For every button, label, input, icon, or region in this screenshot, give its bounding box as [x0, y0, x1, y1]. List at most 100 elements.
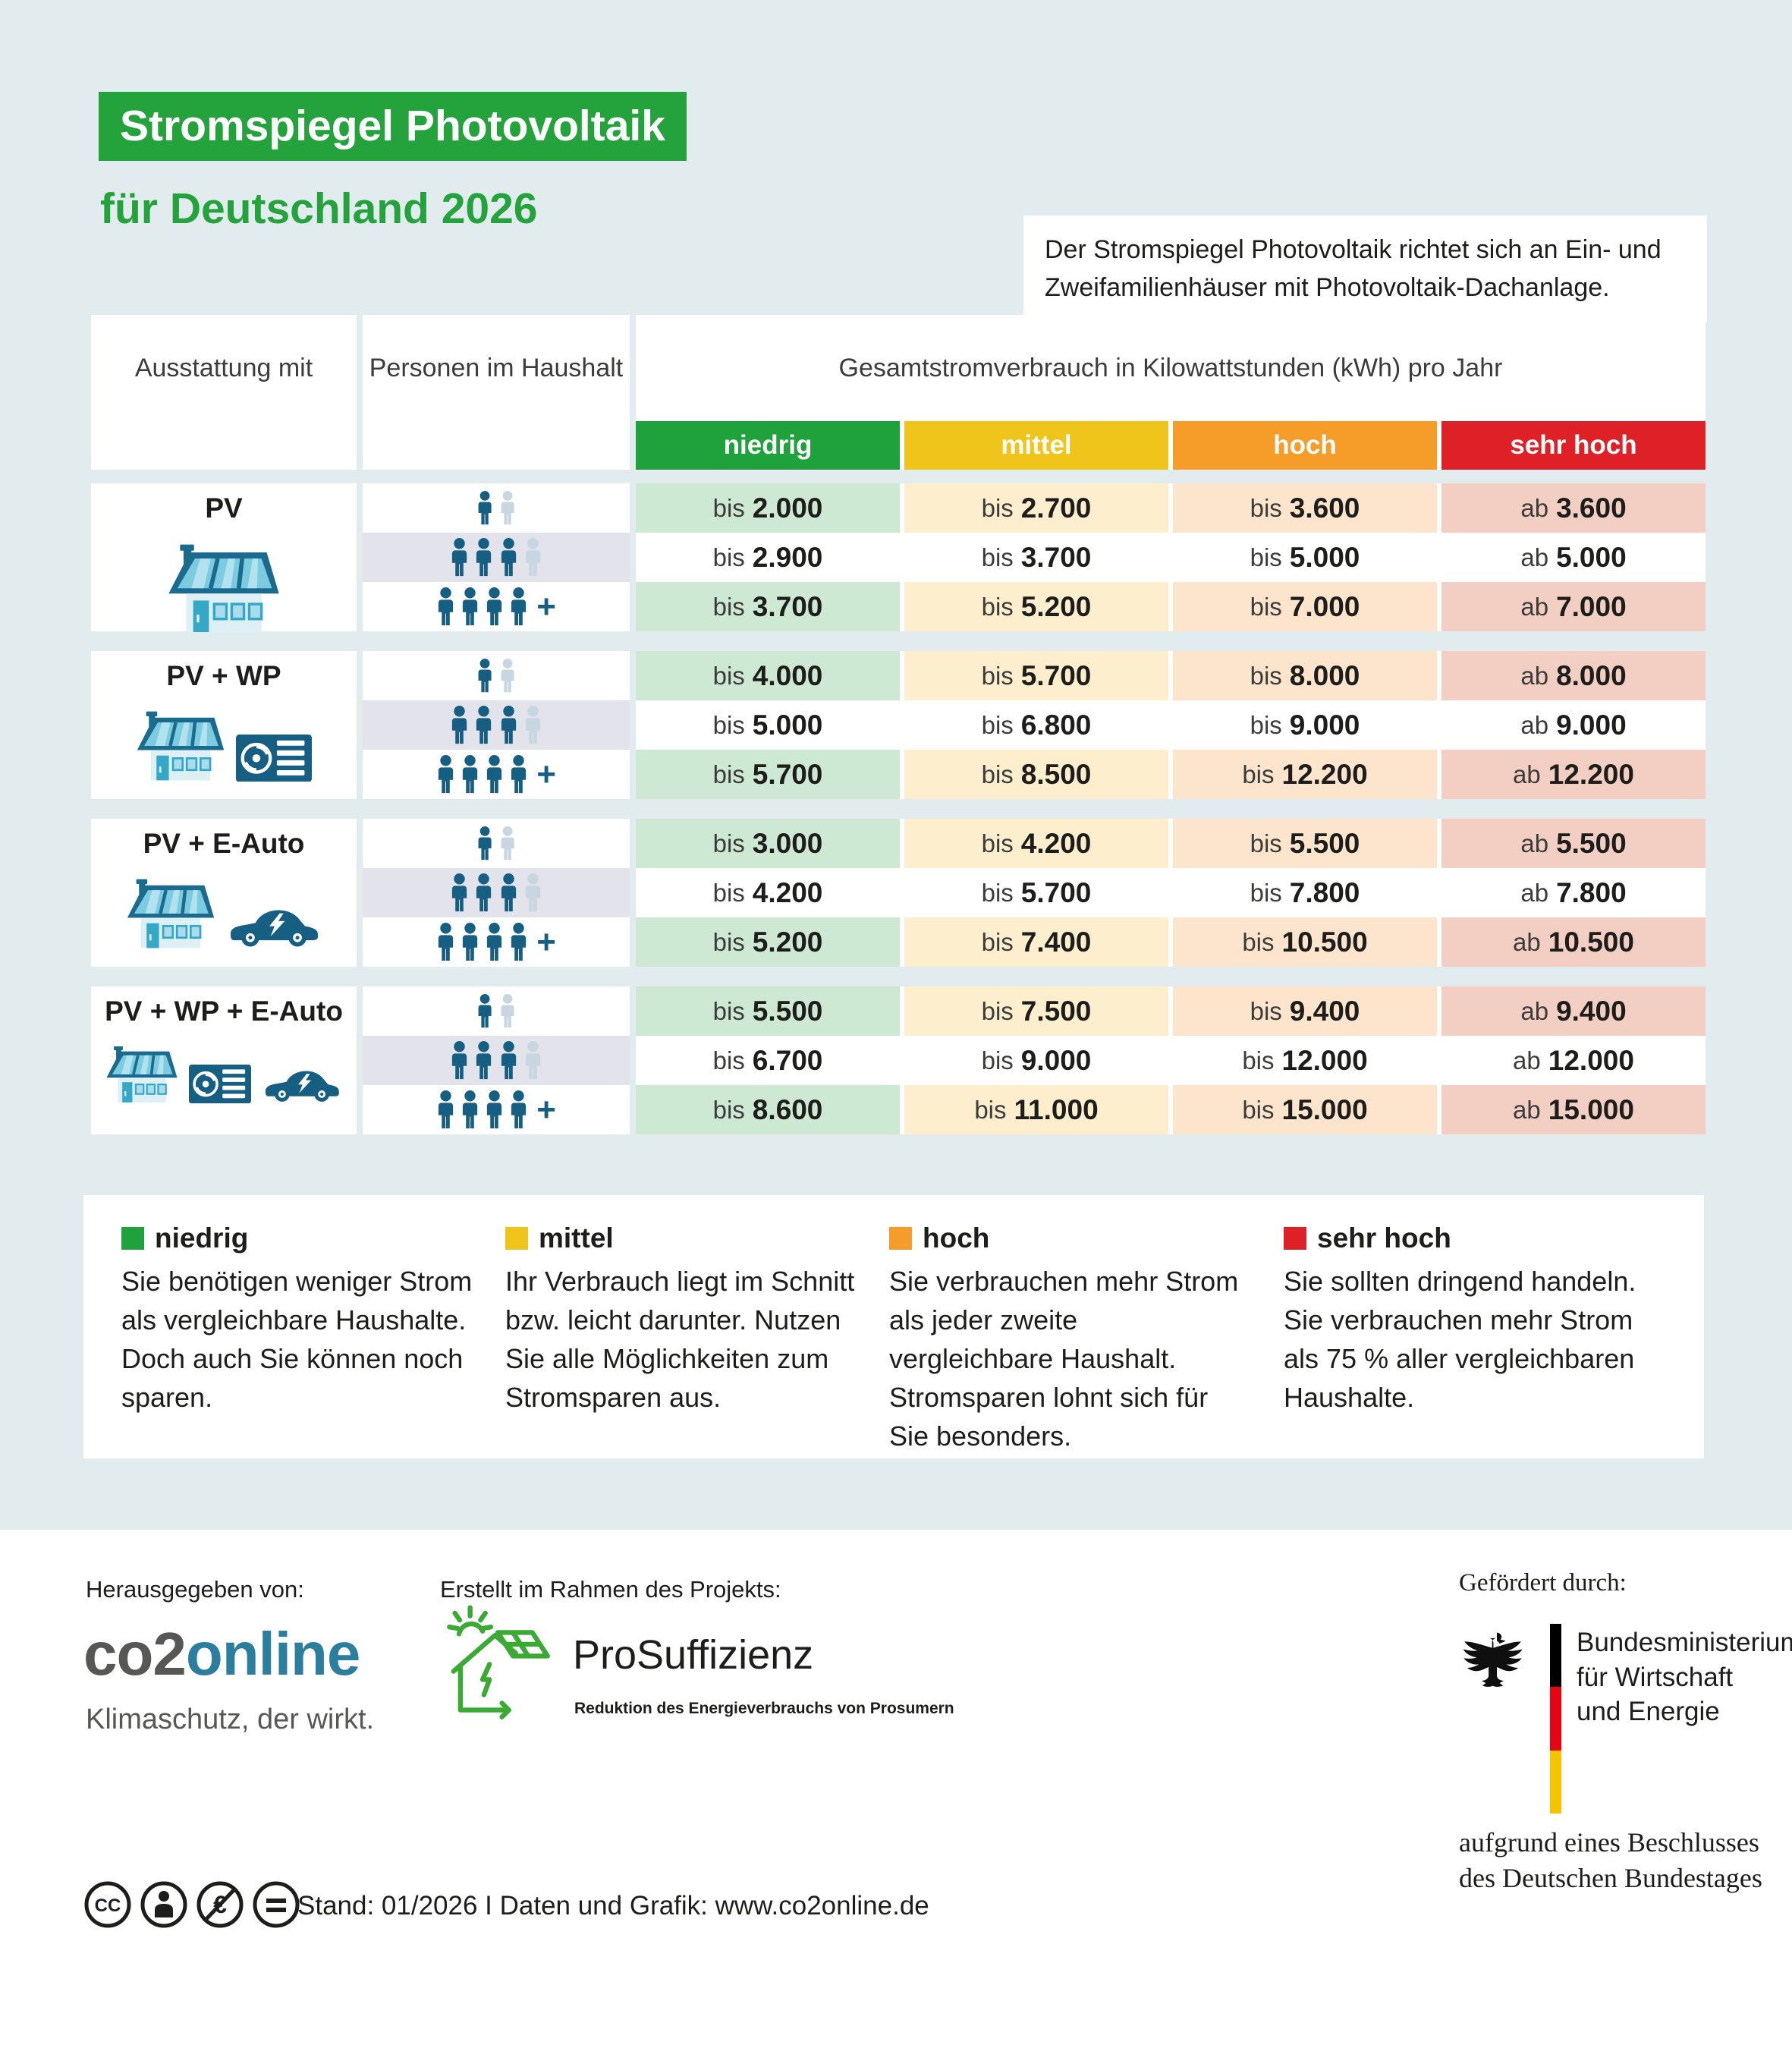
value-cell-niedrig: bis 2.900 — [636, 533, 900, 582]
person-icon — [525, 537, 540, 576]
person-icon — [478, 658, 492, 692]
value-number: 6.800 — [1020, 709, 1092, 741]
value-cell-sehr-hoch: ab 10.500 — [1441, 917, 1706, 967]
value-number: 9.000 — [1020, 1044, 1092, 1076]
value-number: 2.700 — [1020, 492, 1092, 524]
person-icon — [462, 922, 478, 961]
value-prefix: ab — [1513, 1095, 1541, 1124]
value-prefix: bis — [712, 760, 745, 788]
value-prefix: bis — [1242, 927, 1275, 956]
ministry-note-line-2: des Deutschen Bundestages — [1459, 1862, 1762, 1893]
value-number: 5.000 — [1556, 541, 1627, 573]
persons-cell — [363, 483, 630, 533]
value-cell-hoch: bis 3.600 — [1173, 483, 1437, 533]
person-icon — [501, 490, 514, 524]
value-number: 3.000 — [752, 827, 823, 859]
value-prefix: bis — [981, 878, 1014, 907]
value-prefix: ab — [1520, 878, 1549, 907]
value-prefix: bis — [1250, 829, 1282, 857]
person-icon — [511, 587, 527, 625]
value-prefix: bis — [712, 878, 745, 907]
legend-text: Sie benötigen weniger Strom als vergleic… — [121, 1266, 473, 1414]
value-prefix: bis — [712, 592, 745, 621]
value-number: 9.000 — [1556, 709, 1627, 741]
value-prefix: bis — [712, 996, 745, 1025]
person-icon — [476, 537, 492, 576]
value-number: 5.500 — [752, 995, 823, 1027]
value-prefix: bis — [1242, 1046, 1275, 1074]
value-cell-niedrig: bis 8.600 — [636, 1085, 900, 1134]
value-prefix: ab — [1520, 996, 1549, 1025]
value-cell-sehr-hoch: ab 15.000 — [1441, 1085, 1706, 1134]
persons-cell — [363, 651, 630, 700]
person-icon — [501, 826, 514, 860]
value-prefix: bis — [712, 543, 745, 571]
persons-cell — [363, 986, 630, 1036]
value-prefix: bis — [1250, 996, 1282, 1025]
legend-panel: niedrig Sie benötigen weniger Strom als v… — [83, 1195, 1704, 1458]
co2online-tagline: Klimaschutz, der wirkt. — [86, 1704, 375, 1735]
value-prefix: bis — [712, 1046, 745, 1074]
equipment-label: PV — [205, 492, 243, 524]
legend-text: Ihr Verbrauch liegt im Schnitt bzw. leic… — [505, 1266, 855, 1414]
value-number: 2.900 — [752, 541, 823, 573]
value-prefix: bis — [981, 927, 1014, 956]
value-prefix: bis — [981, 493, 1014, 522]
svg-text:CC: CC — [95, 1895, 121, 1916]
value-prefix: bis — [981, 543, 1014, 571]
value-prefix: bis — [981, 829, 1014, 857]
ministry-note-line-1: aufgrund eines Beschlusses — [1459, 1827, 1759, 1858]
value-cell-mittel: bis 5.200 — [904, 582, 1168, 631]
value-prefix: bis — [981, 661, 1014, 690]
person-icon — [478, 993, 492, 1027]
value-number: 5.500 — [1289, 827, 1360, 859]
person-icon — [501, 873, 516, 911]
person-icon — [452, 1040, 467, 1079]
value-prefix: bis — [1250, 493, 1282, 522]
value-number: 8.500 — [1020, 758, 1092, 790]
value-prefix: ab — [1520, 661, 1549, 690]
person-icon — [438, 587, 454, 625]
level-header-sehr-hoch: sehr hoch — [1441, 421, 1706, 470]
equipment-label: PV + WP + E-Auto — [105, 996, 343, 1027]
project-label: Erstellt im Rahmen des Projekts: — [440, 1576, 781, 1603]
value-prefix: bis — [974, 1095, 1007, 1124]
value-number: 5.700 — [1020, 876, 1092, 908]
value-cell-hoch: bis 12.200 — [1173, 750, 1437, 799]
person-icon — [476, 705, 492, 744]
legend-item-hoch: hoch Sie verbrauchen mehr Strom als jeder… — [889, 1222, 1246, 1456]
german-flag-bar-icon — [1550, 1624, 1561, 1814]
value-cell-niedrig: bis 5.000 — [636, 700, 900, 750]
value-cell-mittel: bis 3.700 — [904, 533, 1168, 582]
value-cell-hoch: bis 9.400 — [1173, 986, 1437, 1036]
value-number: 3.700 — [752, 590, 823, 622]
prosuffizienz-subtitle: Reduktion des Energieverbrauchs von Pros… — [574, 1700, 954, 1717]
legend-label: sehr hoch — [1317, 1222, 1451, 1254]
value-prefix: bis — [1250, 878, 1282, 907]
persons-cell: + — [363, 917, 630, 967]
value-cell-mittel: bis 5.700 — [904, 868, 1168, 917]
value-number: 10.500 — [1281, 926, 1368, 958]
value-number: 8.000 — [1289, 659, 1360, 691]
value-number: 11.000 — [1014, 1093, 1099, 1125]
value-number: 3.600 — [1556, 492, 1627, 524]
value-cell-mittel: bis 11.000 — [904, 1085, 1168, 1134]
ministry-logo: Bundesministerium für Wirtschaft und Ene… — [1459, 1624, 1792, 1814]
equipment-cell: PV — [91, 483, 357, 632]
persons-cell: + — [363, 1085, 630, 1134]
person-icon — [525, 873, 540, 911]
value-prefix: bis — [981, 592, 1014, 621]
ministry-name: Bundesministerium für Wirtschaft und Ene… — [1577, 1624, 1792, 1814]
plus-sign: + — [536, 755, 556, 793]
equipment-label: PV + WP — [166, 660, 281, 691]
plus-sign: + — [536, 923, 556, 961]
e-car-icon — [230, 910, 318, 947]
person-icon — [501, 705, 516, 744]
persons-cell — [363, 533, 630, 582]
value-cell-sehr-hoch: ab 12.200 — [1441, 750, 1706, 799]
value-number: 3.700 — [1020, 541, 1092, 573]
value-cell-niedrig: bis 4.000 — [636, 651, 900, 700]
pv-house-icon — [168, 544, 279, 632]
value-cell-hoch: bis 5.000 — [1173, 533, 1437, 582]
